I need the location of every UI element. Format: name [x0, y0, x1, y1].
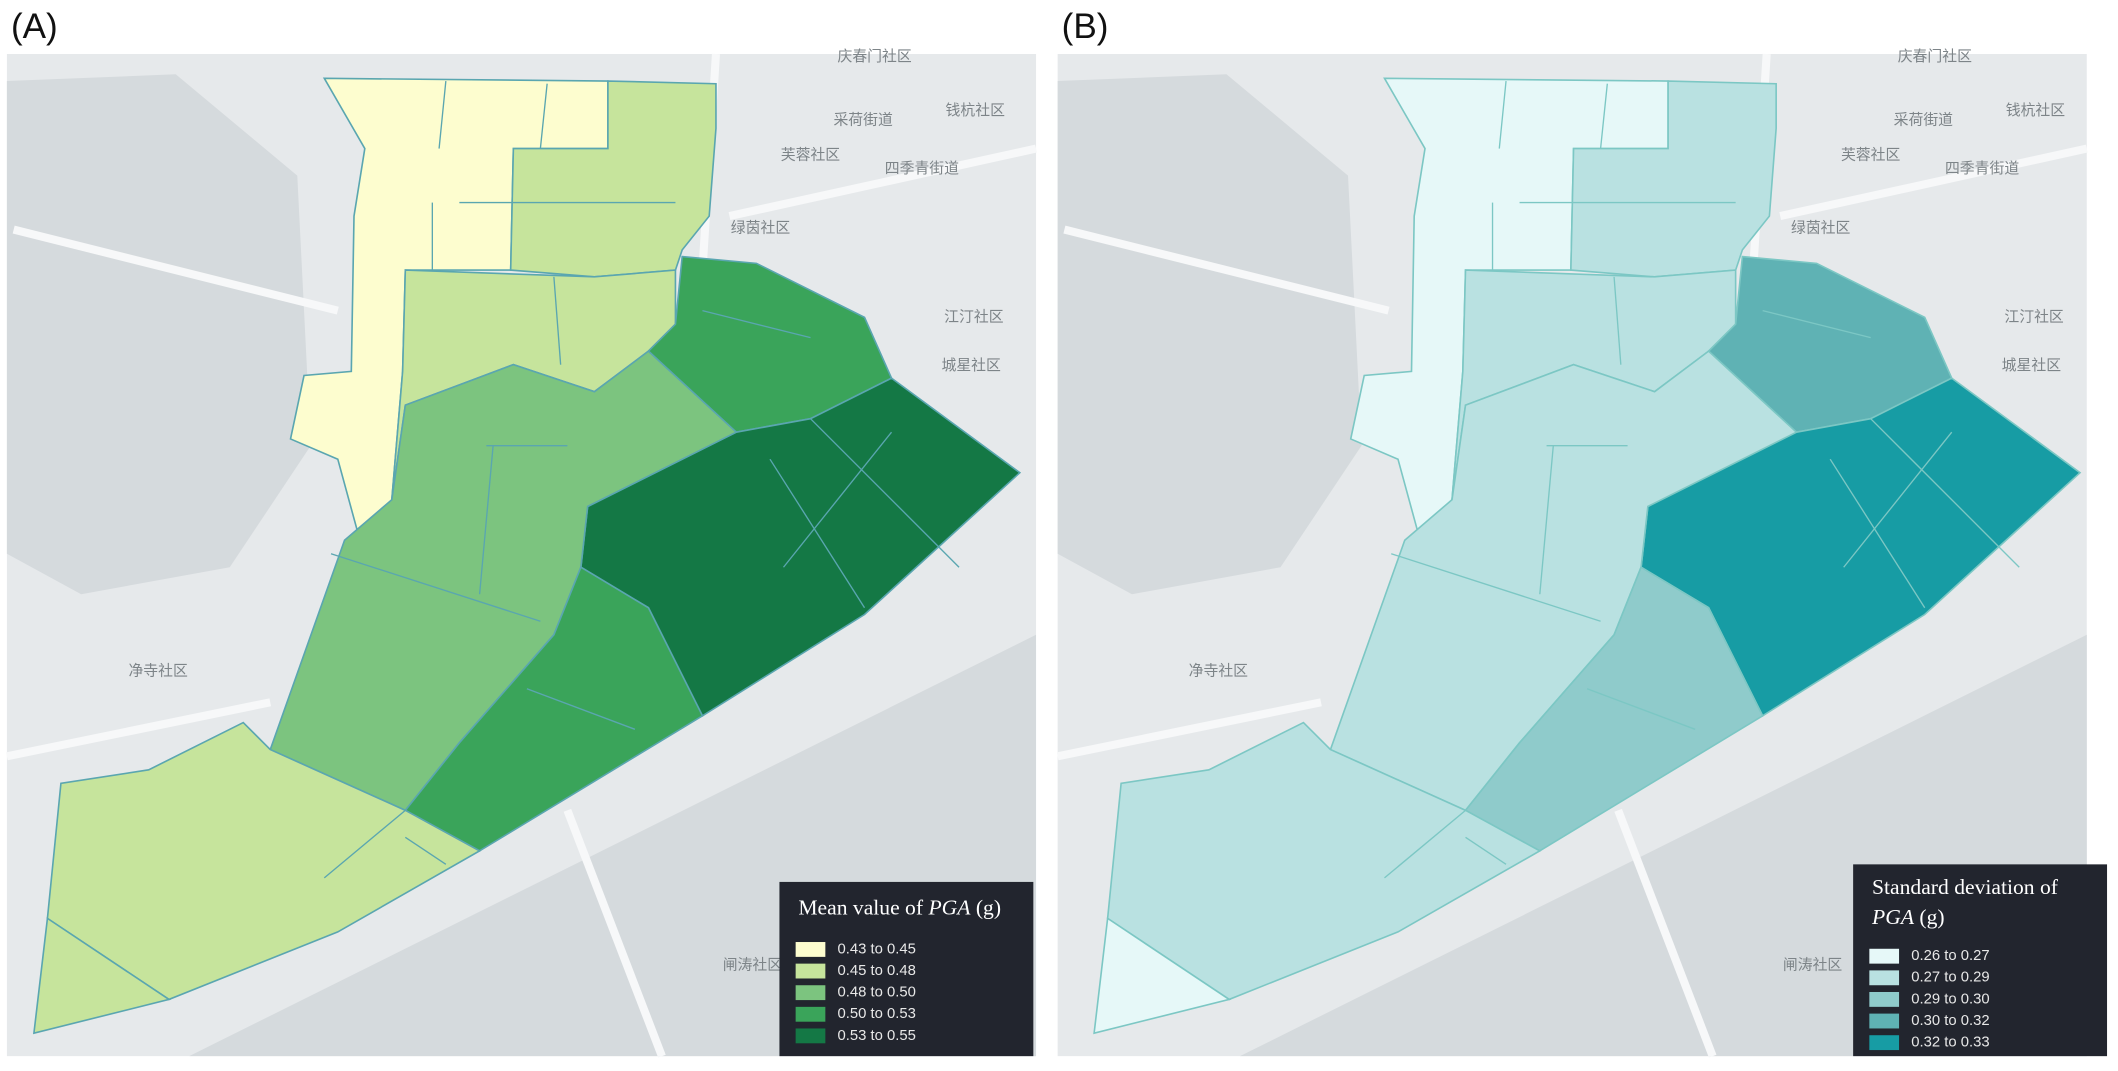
region-boundary — [1613, 276, 1622, 365]
place-label: 四季青街道 — [1945, 160, 2019, 177]
region-boundary — [478, 445, 494, 595]
region-boundary — [1829, 458, 1926, 609]
legend-label: 0.53 to 0.55 — [838, 1028, 916, 1044]
legend-label: 0.45 to 0.48 — [838, 963, 916, 979]
legend-title-unit: (g) — [976, 895, 1001, 919]
region-boundary — [1465, 836, 1507, 865]
place-label: 钱杭社区 — [2006, 102, 2066, 119]
road — [1063, 225, 1390, 315]
place-label: 闸涛社区 — [723, 957, 783, 974]
region-boundary — [1384, 809, 1466, 879]
region-boundary — [1391, 553, 1601, 622]
panel-label: (A) — [11, 7, 58, 46]
legend-swatch — [795, 942, 826, 957]
place-label: 采荷街道 — [833, 111, 893, 128]
road — [6, 698, 272, 761]
legend-swatch — [1869, 948, 1900, 964]
legend-label: 0.30 to 0.32 — [1911, 1013, 1989, 1029]
legend-title: Mean value of PGA (g) — [798, 895, 1001, 919]
region-boundary — [1586, 688, 1696, 730]
place-label: 净寺社区 — [128, 662, 188, 679]
district-region — [1093, 916, 1232, 1035]
place-label: 钱杭社区 — [946, 102, 1006, 119]
region-boundary — [782, 431, 893, 568]
region-boundary — [810, 418, 960, 568]
legend-title-em: PGA — [927, 895, 971, 919]
panel-label: (B) — [1062, 7, 1109, 46]
road — [563, 808, 666, 1058]
region-boundary — [1539, 445, 1554, 595]
legend-label: 0.48 to 0.50 — [838, 985, 916, 1001]
place-label: 江汀社区 — [2004, 308, 2064, 325]
region-boundary — [1843, 431, 1953, 568]
road — [1614, 808, 1717, 1058]
road — [12, 225, 339, 315]
region-boundary — [526, 688, 636, 730]
region-boundary — [330, 553, 541, 622]
legend-label: 0.27 to 0.29 — [1911, 970, 1989, 986]
place-label: 四季青街道 — [885, 160, 959, 177]
place-label: 芙蓉社区 — [781, 146, 841, 163]
region-boundary — [1599, 83, 1609, 149]
place-label: 芙蓉社区 — [1841, 146, 1901, 163]
place-label: 庆春门社区 — [838, 48, 912, 65]
region-boundary — [1762, 309, 1871, 339]
legend-label: 0.32 to 0.33 — [1911, 1035, 1989, 1051]
road — [728, 144, 1037, 221]
legend-swatch — [795, 985, 826, 1001]
legend-title-em: PGA — [1871, 905, 1915, 929]
region-boundary — [539, 83, 548, 149]
legend-label: 0.26 to 0.27 — [1911, 948, 1989, 964]
road — [1056, 698, 1322, 761]
legend-swatch — [795, 963, 826, 979]
place-label: 庆春门社区 — [1898, 48, 1972, 65]
legend-swatch — [1869, 991, 1900, 1007]
place-label: 绿茵社区 — [1791, 219, 1851, 236]
place-label: 闸涛社区 — [1783, 957, 1843, 974]
place-label: 采荷街道 — [1894, 111, 1954, 128]
lake — [1057, 74, 1362, 595]
region-boundary — [1498, 80, 1507, 149]
legend-swatch — [1869, 1035, 1900, 1051]
district-region — [32, 916, 171, 1035]
region-boundary — [553, 276, 562, 365]
legend-label: 0.50 to 0.53 — [838, 1006, 916, 1022]
place-label: 城星社区 — [942, 357, 1002, 374]
road — [1779, 144, 2088, 221]
region-boundary — [1870, 418, 2020, 568]
region-boundary — [702, 309, 811, 339]
region-boundary — [769, 458, 866, 609]
legend-swatch — [795, 1006, 826, 1022]
legend-title-text: Mean value of — [798, 895, 924, 919]
region-boundary — [404, 836, 447, 865]
region-boundary — [323, 809, 406, 879]
region-boundary — [438, 80, 447, 149]
legend-title-unit: (g) — [1919, 905, 1944, 929]
legend-title-line2: PGA (g) — [1871, 905, 1945, 929]
legend-swatch — [1869, 1013, 1900, 1029]
place-label: 城星社区 — [2002, 357, 2062, 374]
place-label: 江汀社区 — [944, 308, 1004, 325]
lake — [6, 74, 311, 595]
legend-title: Standard deviation of — [1872, 875, 2059, 899]
legend-swatch — [1869, 970, 1900, 986]
legend-swatch — [795, 1028, 826, 1044]
legend-label: 0.29 to 0.30 — [1911, 991, 1989, 1007]
place-label: 净寺社区 — [1189, 662, 1249, 679]
place-label: 绿茵社区 — [731, 219, 791, 236]
legend-label: 0.43 to 0.45 — [838, 941, 916, 957]
